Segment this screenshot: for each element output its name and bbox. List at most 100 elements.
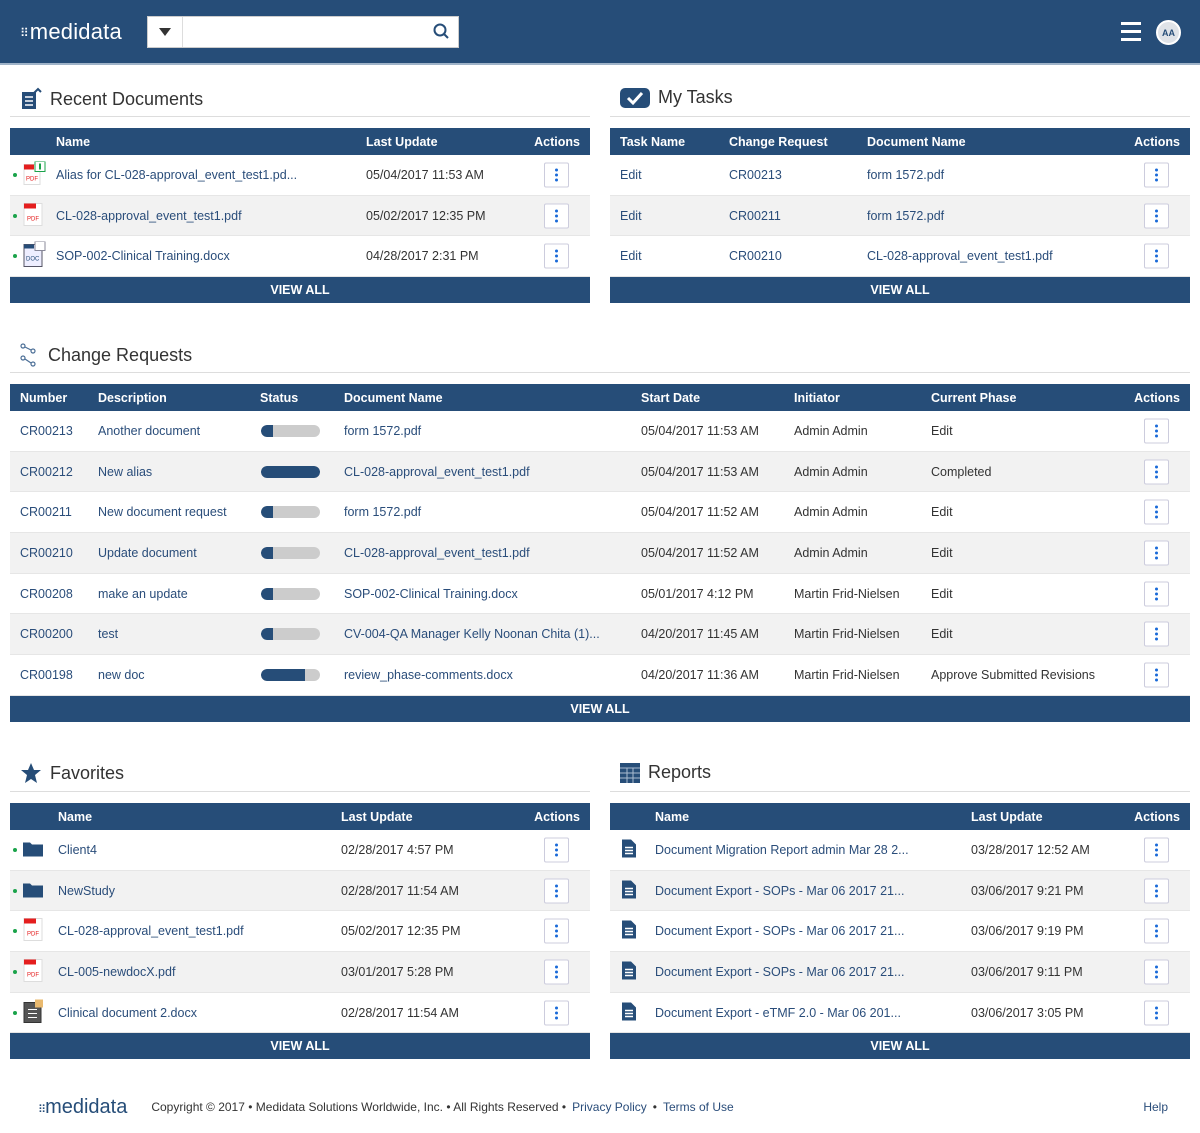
- actions-menu-button[interactable]: [1144, 499, 1169, 525]
- column-header[interactable]: Description: [98, 391, 167, 405]
- table-row[interactable]: Edit CR00211 form 1572.pdf: [610, 195, 1190, 237]
- report-name-link[interactable]: Document Export - eTMF 2.0 - Mar 06 201.…: [655, 1005, 901, 1020]
- table-row[interactable]: PDF CL-028-approval_event_test1.pdf 05/02/…: [10, 195, 590, 237]
- table-row[interactable]: Client4 02/28/2017 4:57 PM: [10, 830, 590, 871]
- column-header[interactable]: Document Name: [867, 135, 966, 149]
- report-name-link[interactable]: Document Export - SOPs - Mar 06 2017 21.…: [655, 883, 905, 898]
- view-all-button[interactable]: VIEW ALL: [610, 1033, 1190, 1060]
- document-name-link[interactable]: CV-004-QA Manager Kelly Noonan Chita (1)…: [344, 627, 600, 642]
- task-name-link[interactable]: Edit: [620, 249, 642, 264]
- view-all-button[interactable]: VIEW ALL: [610, 277, 1190, 304]
- actions-menu-button[interactable]: [544, 243, 569, 269]
- document-name-link[interactable]: form 1572.pdf: [867, 167, 945, 182]
- actions-menu-button[interactable]: [544, 203, 569, 229]
- actions-menu-button[interactable]: [544, 1000, 569, 1026]
- actions-menu-button[interactable]: [1144, 162, 1169, 188]
- actions-menu-button[interactable]: [1144, 837, 1169, 863]
- document-name-link[interactable]: form 1572.pdf: [867, 208, 945, 223]
- help-link[interactable]: Help: [1143, 1100, 1168, 1114]
- table-row[interactable]: NewStudy 02/28/2017 11:54 AM: [10, 870, 590, 912]
- column-header[interactable]: Name: [58, 810, 93, 824]
- actions-menu-button[interactable]: [1144, 203, 1169, 229]
- table-row[interactable]: CR00200 test CV-004-QA Manager Kelly Noona…: [10, 614, 1190, 656]
- table-row[interactable]: CR00211 New document request form 1572.pdf…: [10, 492, 1190, 534]
- search-scope-dropdown[interactable]: [148, 17, 183, 47]
- column-header[interactable]: Document Name: [344, 391, 443, 405]
- column-header[interactable]: Actions: [1134, 810, 1180, 824]
- column-header[interactable]: Actions: [1134, 391, 1180, 405]
- table-row[interactable]: Document Export - SOPs - Mar 06 2017 21.…: [610, 911, 1190, 953]
- actions-menu-button[interactable]: [544, 918, 569, 944]
- actions-menu-button[interactable]: [1144, 581, 1169, 607]
- table-row[interactable]: CR00198 new doc review_phase-comments.docx…: [10, 655, 1190, 696]
- table-row[interactable]: CR00210 Update document CL-028-approval_ev…: [10, 533, 1190, 574]
- view-all-button[interactable]: VIEW ALL: [10, 695, 1190, 722]
- table-row[interactable]: PDF CL-028-approval_event_test1.pdf 05/02/…: [10, 911, 590, 953]
- actions-menu-button[interactable]: [544, 959, 569, 985]
- actions-menu-button[interactable]: [1144, 621, 1169, 647]
- report-name-link[interactable]: Document Export - SOPs - Mar 06 2017 21.…: [655, 924, 905, 939]
- column-header[interactable]: Current Phase: [931, 391, 1017, 405]
- favorite-name-link[interactable]: NewStudy: [58, 883, 115, 898]
- actions-menu-button[interactable]: [1144, 243, 1169, 269]
- column-header[interactable]: Last Update: [971, 810, 1043, 824]
- actions-menu-button[interactable]: [1144, 918, 1169, 944]
- description-link[interactable]: New alias: [98, 464, 153, 479]
- description-link[interactable]: test: [98, 627, 119, 642]
- table-row[interactable]: Document Export - SOPs - Mar 06 2017 21.…: [610, 870, 1190, 912]
- cr-number-link[interactable]: CR00213: [20, 423, 73, 438]
- column-header[interactable]: Change Request: [729, 135, 828, 149]
- actions-menu-button[interactable]: [1144, 959, 1169, 985]
- search-input[interactable]: [184, 17, 424, 47]
- table-row[interactable]: PDF CL-005-newdocX.pdf 03/01/2017 5:28 PM: [10, 952, 590, 993]
- table-row[interactable]: CR00212 New alias CL-028-approval_event_te…: [10, 451, 1190, 493]
- search-icon[interactable]: [433, 23, 450, 40]
- cr-number-link[interactable]: CR00200: [20, 627, 73, 642]
- description-link[interactable]: New document request: [98, 505, 227, 520]
- favorite-name-link[interactable]: CL-028-approval_event_test1.pdf: [58, 924, 244, 939]
- document-name-link[interactable]: SOP-002-Clinical Training.docx: [56, 249, 230, 264]
- cr-number-link[interactable]: CR00211: [20, 505, 72, 520]
- privacy-policy-link[interactable]: Privacy Policy: [572, 1100, 647, 1114]
- table-row[interactable]: DOC SOP-002-Clinical Training.docx 04/28/2…: [10, 236, 590, 278]
- description-link[interactable]: Update document: [98, 545, 197, 560]
- task-name-link[interactable]: Edit: [620, 208, 642, 223]
- hamburger-menu-icon[interactable]: [1121, 22, 1141, 46]
- actions-menu-button[interactable]: [1144, 418, 1169, 444]
- table-row[interactable]: PDF Alias for CL-028-approval_event_test1…: [10, 155, 590, 196]
- table-row[interactable]: Document Export - SOPs - Mar 06 2017 21.…: [610, 952, 1190, 993]
- view-all-button[interactable]: VIEW ALL: [10, 1033, 590, 1060]
- table-row[interactable]: CR00213 Another document form 1572.pdf 05/0…: [10, 411, 1190, 452]
- favorite-name-link[interactable]: Client4: [58, 842, 97, 857]
- actions-menu-button[interactable]: [1144, 540, 1169, 566]
- column-header[interactable]: Status: [260, 391, 299, 405]
- view-all-button[interactable]: VIEW ALL: [10, 277, 590, 304]
- table-row[interactable]: Edit CR00213 form 1572.pdf: [610, 155, 1190, 196]
- column-header[interactable]: Actions: [534, 810, 580, 824]
- change-request-link[interactable]: CR00213: [729, 167, 782, 182]
- column-header[interactable]: Number: [20, 391, 68, 405]
- document-name-link[interactable]: review_phase-comments.docx: [344, 667, 513, 682]
- actions-menu-button[interactable]: [544, 837, 569, 863]
- document-name-link[interactable]: Alias for CL-028-approval_event_test1.pd…: [56, 167, 298, 182]
- document-name-link[interactable]: CL-028-approval_event_test1.pdf: [867, 249, 1053, 264]
- table-row[interactable]: Edit CR00210 CL-028-approval_event_test1.p…: [610, 236, 1190, 278]
- actions-menu-button[interactable]: [1144, 662, 1169, 688]
- document-name-link[interactable]: CL-028-approval_event_test1.pdf: [56, 208, 242, 223]
- table-row[interactable]: Clinical document 2.docx 02/28/2017 11:54…: [10, 993, 590, 1034]
- change-request-link[interactable]: CR00210: [729, 249, 782, 264]
- cr-number-link[interactable]: CR00198: [20, 667, 73, 682]
- description-link[interactable]: Another document: [98, 423, 201, 438]
- description-link[interactable]: new doc: [98, 667, 145, 682]
- report-name-link[interactable]: Document Export - SOPs - Mar 06 2017 21.…: [655, 964, 905, 979]
- column-header[interactable]: Actions: [1134, 135, 1180, 149]
- column-header[interactable]: Name: [655, 810, 690, 824]
- terms-of-use-link[interactable]: Terms of Use: [663, 1100, 734, 1114]
- cr-number-link[interactable]: CR00212: [20, 464, 73, 479]
- favorite-name-link[interactable]: Clinical document 2.docx: [58, 1005, 197, 1020]
- column-header[interactable]: Task Name: [620, 135, 686, 149]
- document-name-link[interactable]: form 1572.pdf: [344, 423, 422, 438]
- medidata-logo[interactable]: ⠿medidata: [20, 19, 122, 44]
- task-name-link[interactable]: Edit: [620, 167, 642, 182]
- actions-menu-button[interactable]: [544, 162, 569, 188]
